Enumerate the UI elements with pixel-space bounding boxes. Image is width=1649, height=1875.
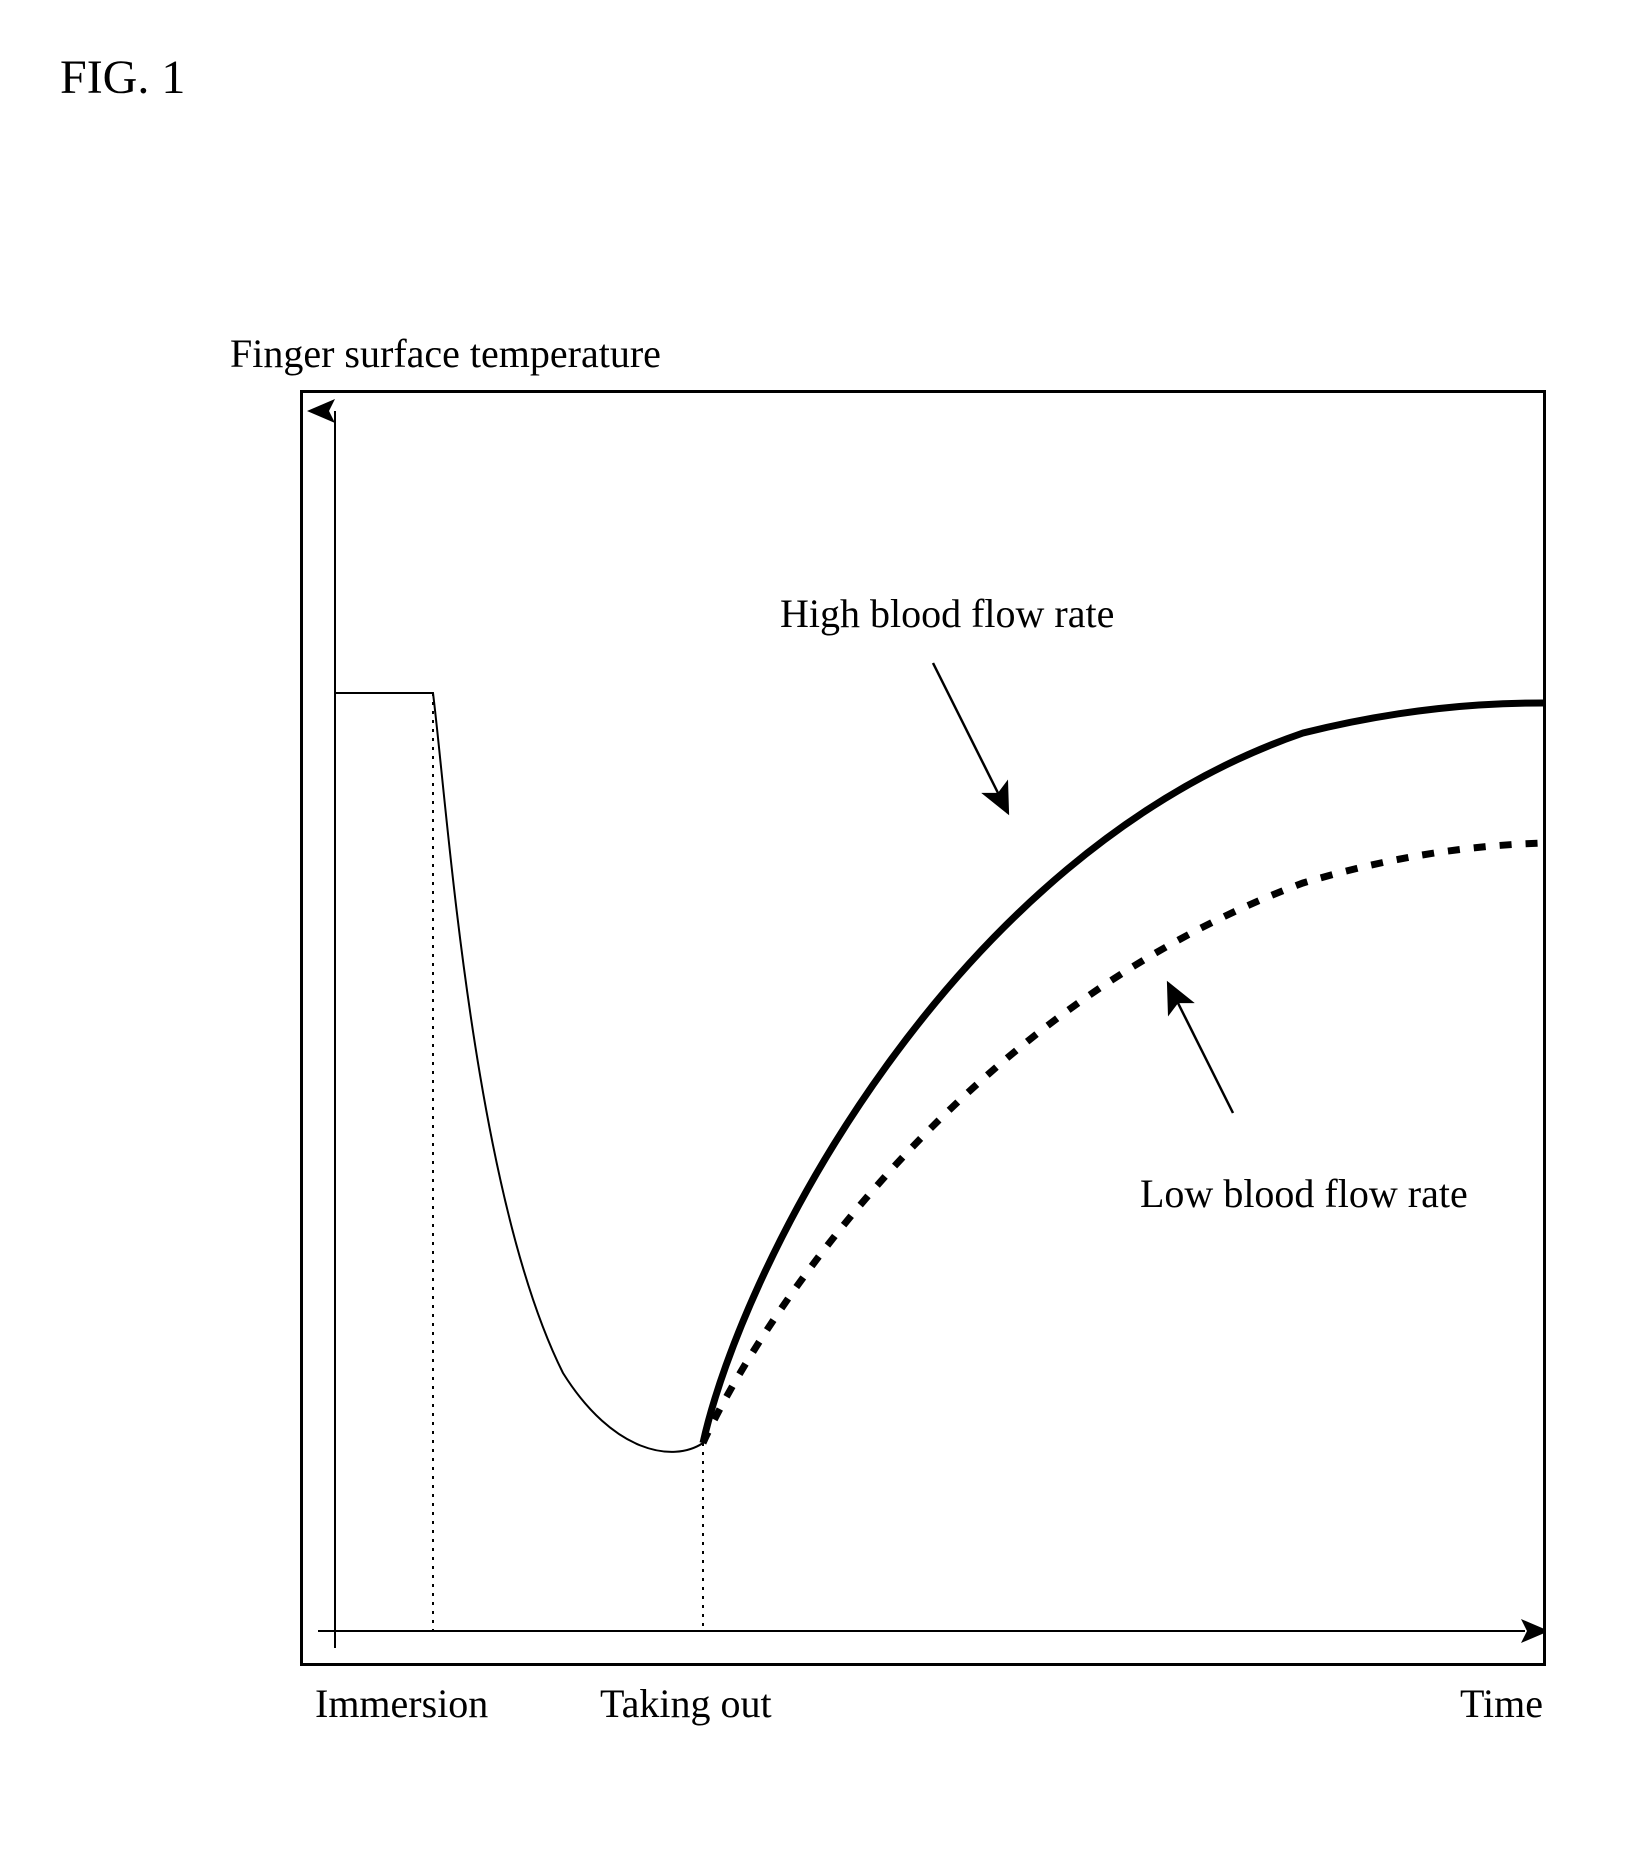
taking-out-label: Taking out bbox=[600, 1680, 772, 1727]
immersion-label: Immersion bbox=[315, 1680, 488, 1727]
x-axis-label: Time bbox=[1460, 1680, 1543, 1727]
low-label-arrow bbox=[1168, 983, 1233, 1113]
figure-title: FIG. 1 bbox=[60, 50, 185, 105]
low-flow-curve bbox=[703, 843, 1543, 1443]
low-flow-label: Low blood flow rate bbox=[1140, 1170, 1468, 1217]
y-axis-label: Finger surface temperature bbox=[230, 330, 661, 377]
high-flow-curve bbox=[703, 703, 1543, 1443]
high-label-arrow bbox=[933, 663, 1008, 813]
plot-area bbox=[300, 390, 1546, 1666]
plot-svg bbox=[303, 393, 1543, 1663]
high-flow-label: High blood flow rate bbox=[780, 590, 1114, 637]
initial-curve bbox=[335, 693, 703, 1452]
